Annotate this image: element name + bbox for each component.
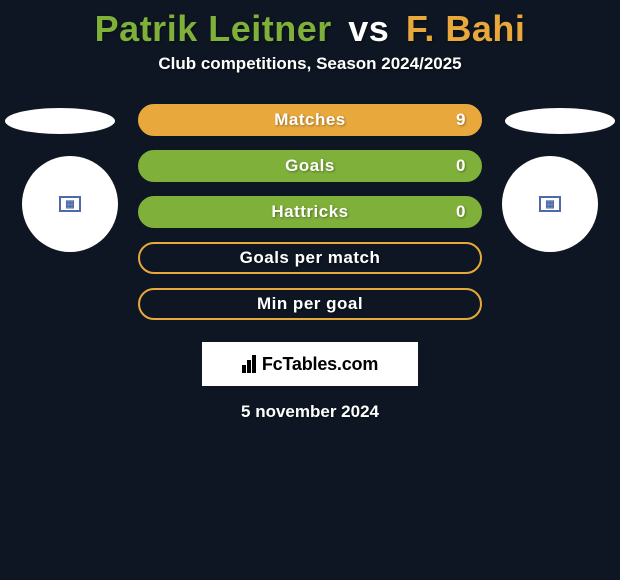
- vs-text: vs: [348, 8, 389, 49]
- fctables-logo-icon: [242, 355, 256, 373]
- matches-label: Matches: [274, 110, 346, 130]
- left-player-circle: ▦: [22, 156, 118, 252]
- brand-text: FcTables.com: [262, 354, 378, 375]
- brand-badge: FcTables.com: [202, 342, 418, 386]
- matches-right-value: 9: [456, 110, 466, 130]
- hattricks-label: Hattricks: [271, 202, 348, 222]
- row-matches: Matches 9: [138, 104, 482, 136]
- row-min-per-goal: Min per goal: [138, 288, 482, 320]
- row-hattricks: Hattricks 0: [138, 196, 482, 228]
- player1-name: Patrik Leitner: [95, 8, 332, 49]
- comparison-stage: ▦ ▦ Matches 9 Goals 0 Hattricks 0 Goals …: [0, 104, 620, 422]
- goals-right-value: 0: [456, 156, 466, 176]
- goals-label: Goals: [285, 156, 335, 176]
- player2-name: F. Bahi: [406, 8, 526, 49]
- date-text: 5 november 2024: [0, 402, 620, 422]
- stat-rows: Matches 9 Goals 0 Hattricks 0 Goals per …: [138, 104, 482, 320]
- left-ellipse: [5, 108, 115, 134]
- right-flag-icon: ▦: [539, 196, 561, 212]
- left-flag-icon: ▦: [59, 196, 81, 212]
- gpm-label: Goals per match: [240, 248, 381, 268]
- page-title: Patrik Leitner vs F. Bahi: [0, 0, 620, 54]
- hattricks-right-value: 0: [456, 202, 466, 222]
- row-goals: Goals 0: [138, 150, 482, 182]
- row-goals-per-match: Goals per match: [138, 242, 482, 274]
- right-ellipse: [505, 108, 615, 134]
- right-player-circle: ▦: [502, 156, 598, 252]
- subtitle: Club competitions, Season 2024/2025: [0, 54, 620, 74]
- mpg-label: Min per goal: [257, 294, 363, 314]
